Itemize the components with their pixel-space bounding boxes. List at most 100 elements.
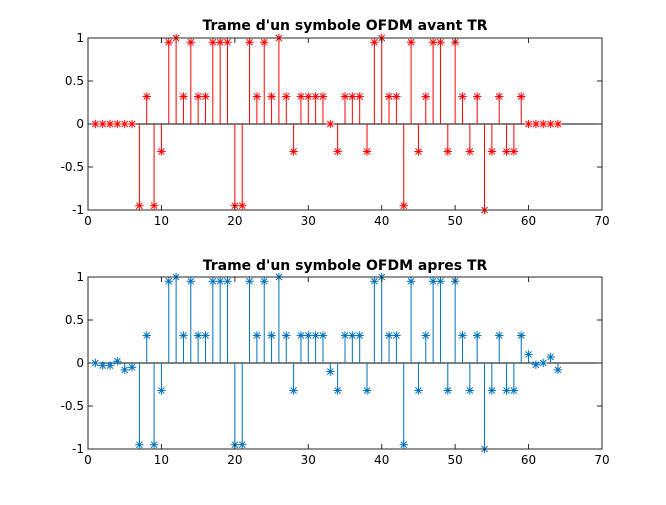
subplot-top-data-point [436, 38, 445, 47]
subplot-top-data-point [326, 119, 335, 129]
subplot-bottom-marks [88, 272, 602, 454]
subplot-top-data-point [98, 119, 107, 129]
subplot-top-data-point [237, 201, 247, 210]
subplot-bottom-data-point [517, 331, 526, 340]
subplot-bottom-data-point [267, 331, 276, 340]
subplot-bottom-data-point [355, 331, 364, 340]
subplot-bottom-data-point [142, 331, 151, 340]
subplot-bottom-data-point [553, 365, 563, 375]
subplot-bottom-data-point [546, 352, 555, 362]
subplot-top-data-point [164, 38, 173, 47]
subplot-top-data-point [91, 119, 100, 129]
subplot-top-xtick-label: 0 [84, 214, 92, 228]
subplot-top-data-point [502, 147, 511, 156]
subplot-top-data-point [333, 147, 342, 156]
subplot-top-data-point [384, 92, 394, 101]
subplot-bottom-data-point [223, 277, 232, 286]
subplot-bottom-data-point [414, 386, 423, 395]
subplot-top-data-point [428, 38, 438, 47]
subplot-bottom-data-point [193, 331, 203, 340]
subplot-top-data-point [120, 119, 129, 129]
subplot-top-data-point [179, 92, 188, 101]
subplot-bottom-data-point [502, 386, 511, 395]
subplot-top-data-point [252, 92, 262, 101]
subplot-bottom-data-point [472, 331, 482, 340]
subplot-top-ytick-label: -0.5 [61, 160, 84, 174]
subplot-top-data-point [105, 119, 115, 129]
subplot-bottom-axes-box [87, 276, 603, 450]
subplot-bottom-xtick-label: 70 [594, 453, 609, 467]
subplot-bottom-data-point [157, 386, 166, 395]
subplot-bottom-data-point [524, 350, 533, 359]
subplot-bottom-data-point [333, 386, 342, 395]
subplot-bottom-data-point [509, 386, 519, 395]
subplot-top-data-point [245, 38, 254, 47]
subplot-top-axes-box [87, 37, 603, 211]
subplot-top-data-point [472, 92, 482, 101]
subplot-top-data-point [318, 92, 328, 101]
subplot-top-data-point [149, 201, 159, 210]
subplot-top-data-point [546, 119, 555, 129]
subplot-bottom-data-point [149, 440, 159, 449]
subplot-top-xtick-label: 30 [301, 214, 316, 228]
subplot-bottom-data-point [98, 361, 107, 370]
subplot-top-data-point [208, 38, 218, 47]
subplot-bottom-ytick-label: 0.5 [65, 313, 84, 327]
subplot-bottom-data-point [120, 365, 129, 375]
subplot-top-xtick-label: 10 [154, 214, 169, 228]
subplot-bottom-data-point [186, 277, 196, 286]
subplot-top-data-point [392, 92, 401, 101]
subplot-top-data-point [135, 201, 144, 210]
subplot-top-data-point [465, 147, 475, 156]
subplot-bottom-data-point [252, 331, 262, 340]
subplot-bottom-xtick-label: 40 [374, 453, 389, 467]
subplot-bottom-data-point [289, 386, 298, 395]
subplot-top-data-point [215, 38, 225, 47]
subplot-top-data-point [348, 92, 357, 101]
subplot-bottom-data-point [465, 386, 475, 395]
subplot-top-data-point [553, 119, 563, 129]
subplot-top-data-point [517, 92, 526, 101]
subplot-top-data-point [524, 119, 533, 129]
subplot-top: Trame d'un symbole OFDM avant TR 0 10 20 30… [61, 18, 610, 228]
subplot-top-data-point [399, 201, 408, 210]
subplot-bottom-xtick-label: 30 [301, 453, 316, 467]
subplot-top-data-point [157, 147, 166, 156]
subplot-bottom-data-point [326, 367, 335, 376]
subplot-bottom-data-point [428, 277, 438, 286]
subplot-top-ytick-label: 0.5 [65, 74, 84, 88]
subplot-bottom-ytick-label: 1 [76, 270, 84, 284]
subplot-bottom-ytick-label: 0 [76, 356, 84, 370]
subplot-bottom-data-point [296, 331, 306, 340]
subplot-bottom-xtick-label: 50 [448, 453, 463, 467]
subplot-top-xtick-label: 70 [594, 214, 609, 228]
subplot-top-data-point [260, 38, 269, 47]
subplot-top-data-point [340, 92, 350, 101]
subplot-top-data-point [443, 147, 452, 156]
subplot-bottom: Trame d'un symbole OFDM apres TR 0 10 20 30… [61, 258, 610, 467]
subplot-bottom-data-point [135, 440, 144, 449]
subplot-bottom-data-point [179, 331, 188, 340]
subplot-top-data-point [509, 147, 519, 156]
subplot-bottom-data-point [237, 440, 247, 449]
subplot-top-data-point [186, 38, 196, 47]
subplot-top-data-point [223, 38, 232, 47]
subplot-bottom-data-point [539, 358, 548, 368]
subplot-top-data-point [267, 92, 276, 101]
subplot-bottom-data-point [487, 386, 497, 395]
subplot-bottom-data-point [531, 360, 541, 369]
subplot-top-data-point [311, 92, 320, 101]
subplot-bottom-ticks: 0 10 20 30 40 50 60 70 -1 -0.5 0 0.5 1 [61, 270, 610, 467]
subplot-top-data-point [127, 119, 137, 129]
subplot-bottom-data-point [304, 331, 313, 340]
subplot-top-data-point [458, 92, 467, 101]
subplot-bottom-data-point [362, 386, 372, 395]
subplot-top-data-point [113, 119, 122, 129]
subplot-top-xtick-label: 60 [521, 214, 536, 228]
subplot-top-data-point [406, 38, 416, 47]
subplot-top-ytick-label: 0 [76, 117, 84, 131]
subplot-bottom-data-point [421, 331, 430, 340]
subplot-bottom-data-point [399, 440, 408, 449]
subplot-top-data-point [201, 92, 210, 101]
